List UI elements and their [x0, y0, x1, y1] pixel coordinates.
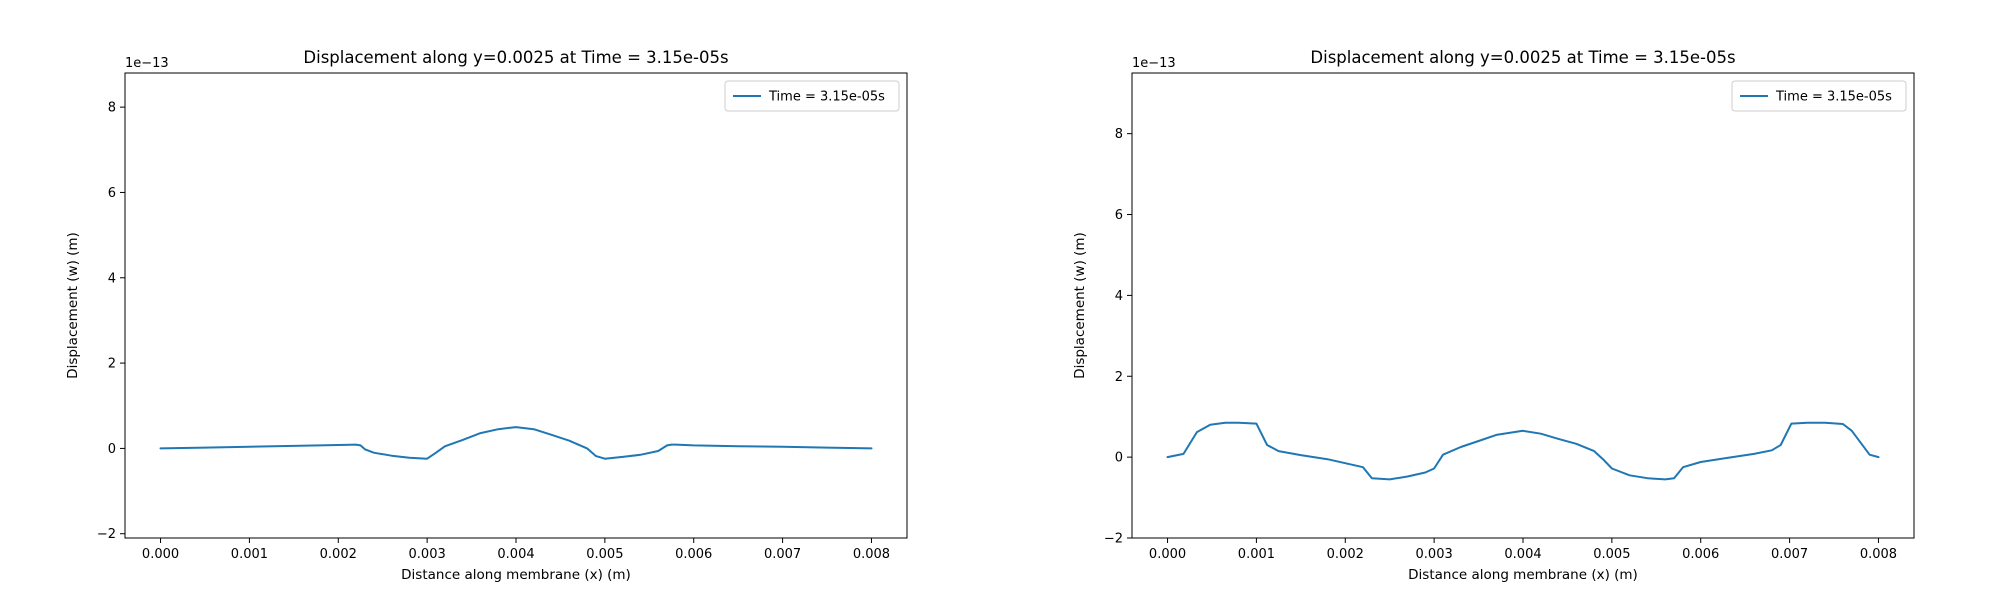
y-tick-label: 2	[108, 357, 116, 372]
plot-frame	[1131, 72, 1915, 539]
x-tick-label: 0.005	[1593, 547, 1630, 562]
x-tick-label: 0.006	[1682, 547, 1719, 562]
y-axis-label: Displacement (w) (m)	[1072, 232, 1088, 379]
series-line	[159, 426, 873, 460]
y-tick-label: 6	[1115, 208, 1123, 223]
x-axis-label: Distance along membrane (x) (m)	[1408, 567, 1638, 583]
chart-title: Displacement along y=0.0025 at Time = 3.…	[1310, 48, 1735, 67]
x-axis-label: Distance along membrane (x) (m)	[401, 567, 631, 583]
x-tick-label: 0.000	[142, 547, 179, 562]
chart-panel-1: 0.000 0.001 0.002 0.003 0.004 0.005 0.006 0.007…	[65, 48, 908, 583]
x-tick-label: 0.002	[320, 547, 357, 562]
x-tick-label: 0.001	[231, 547, 268, 562]
x-tick-label: 0.005	[586, 547, 623, 562]
x-tick-label: 0.004	[497, 547, 534, 562]
y-tick-label: −2	[97, 527, 116, 542]
x-tick-label: 0.000	[1149, 547, 1186, 562]
chart-title: Displacement along y=0.0025 at Time = 3.…	[303, 48, 728, 67]
x-tick-label: 0.002	[1327, 547, 1364, 562]
y-tick-label: −2	[1104, 532, 1123, 547]
y-tick-label: 6	[108, 186, 116, 201]
y-tick-label: 0	[108, 442, 116, 457]
plot-frame	[124, 72, 908, 539]
legend: Time = 3.15e-05s	[724, 80, 900, 112]
x-tick-label: 0.006	[675, 547, 712, 562]
x-tick-label: 0.008	[853, 547, 890, 562]
legend-label: Time = 3.15e-05s	[1775, 90, 1892, 105]
y-tick-label: 0	[1115, 451, 1123, 466]
x-tick-label: 0.007	[1771, 547, 1808, 562]
y-axis-label: Displacement (w) (m)	[65, 232, 81, 379]
x-tick-label: 0.003	[409, 547, 446, 562]
series-line	[1166, 421, 1880, 481]
x-tick-label: 0.004	[1504, 547, 1541, 562]
legend: Time = 3.15e-05s	[1731, 80, 1907, 112]
y-tick-label: 8	[1115, 127, 1123, 142]
x-tick-label: 0.008	[1860, 547, 1897, 562]
y-tick-label: 2	[1115, 370, 1123, 385]
chart-panel-2: 0.000 0.001 0.002 0.003 0.004 0.005 0.006 0.007…	[1072, 48, 1915, 583]
y-tick-label: 4	[108, 271, 116, 286]
legend-label: Time = 3.15e-05s	[768, 90, 885, 105]
y-axis-offset-text: 1e−13	[125, 56, 169, 71]
legend-box	[724, 80, 900, 112]
x-tick-label: 0.003	[1416, 547, 1453, 562]
x-tick-label: 0.007	[764, 547, 801, 562]
y-tick-label: 4	[1115, 289, 1123, 304]
y-tick-label: 8	[108, 101, 116, 116]
x-tick-label: 0.001	[1238, 547, 1275, 562]
legend-box	[1731, 80, 1907, 112]
y-axis-offset-text: 1e−13	[1132, 56, 1176, 71]
